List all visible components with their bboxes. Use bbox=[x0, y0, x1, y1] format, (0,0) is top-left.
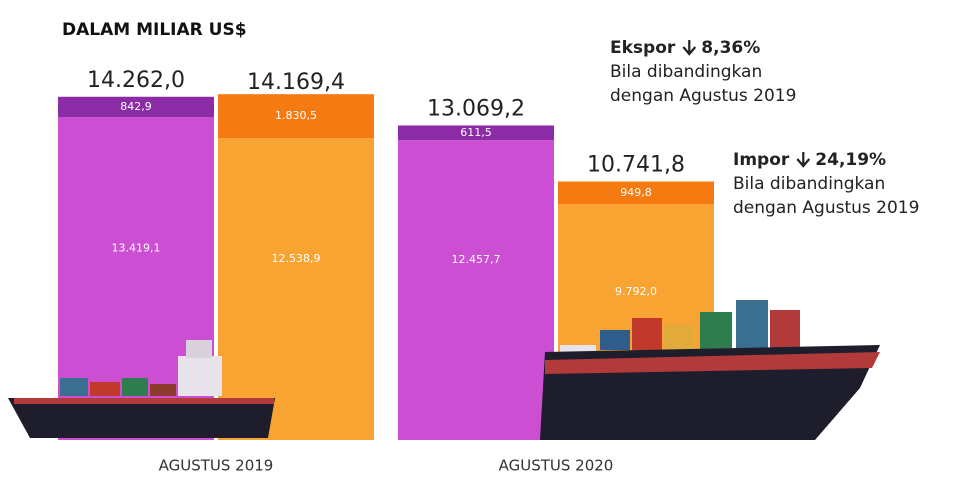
annotation-text: Bila dibandingkan bbox=[610, 62, 762, 82]
annotation-change: 24,19% bbox=[815, 150, 886, 170]
data-label: 12.457,7 bbox=[452, 253, 501, 266]
annotation-text: Bila dibandingkan bbox=[733, 174, 885, 194]
down-arrow bbox=[683, 40, 695, 54]
data-label: 12.538,9 bbox=[272, 252, 321, 265]
data-label: 13.419,1 bbox=[112, 242, 161, 255]
data-label: 949,8 bbox=[620, 186, 652, 199]
x-tick-label: AGUSTUS 2020 bbox=[499, 457, 614, 475]
annotation-text: dengan Agustus 2019 bbox=[610, 86, 796, 106]
total-label: 14.262,0 bbox=[87, 68, 185, 93]
data-label: 611,5 bbox=[460, 126, 492, 139]
chart-title: DALAM MILIAR US$ bbox=[62, 20, 247, 40]
annotation-label: Impor bbox=[733, 150, 790, 170]
annotation-text: dengan Agustus 2019 bbox=[733, 198, 919, 218]
total-label: 14.169,4 bbox=[247, 70, 345, 95]
x-tick-label: AGUSTUS 2019 bbox=[159, 457, 274, 475]
data-label: 9.792,0 bbox=[615, 285, 657, 298]
annotation-change: 8,36% bbox=[701, 38, 760, 58]
bar-segment bbox=[398, 140, 554, 440]
chart: DALAM MILIAR US$ 13.419,1 842,9 12.538,9 1.… bbox=[0, 0, 962, 481]
bar-segment bbox=[218, 138, 374, 440]
down-arrow bbox=[797, 152, 809, 166]
data-label: 1.830,5 bbox=[275, 109, 317, 122]
total-label: 10.741,8 bbox=[587, 152, 685, 177]
annotation-label: Ekspor bbox=[610, 38, 676, 58]
total-label: 13.069,2 bbox=[427, 96, 525, 121]
data-label: 842,9 bbox=[120, 100, 152, 113]
